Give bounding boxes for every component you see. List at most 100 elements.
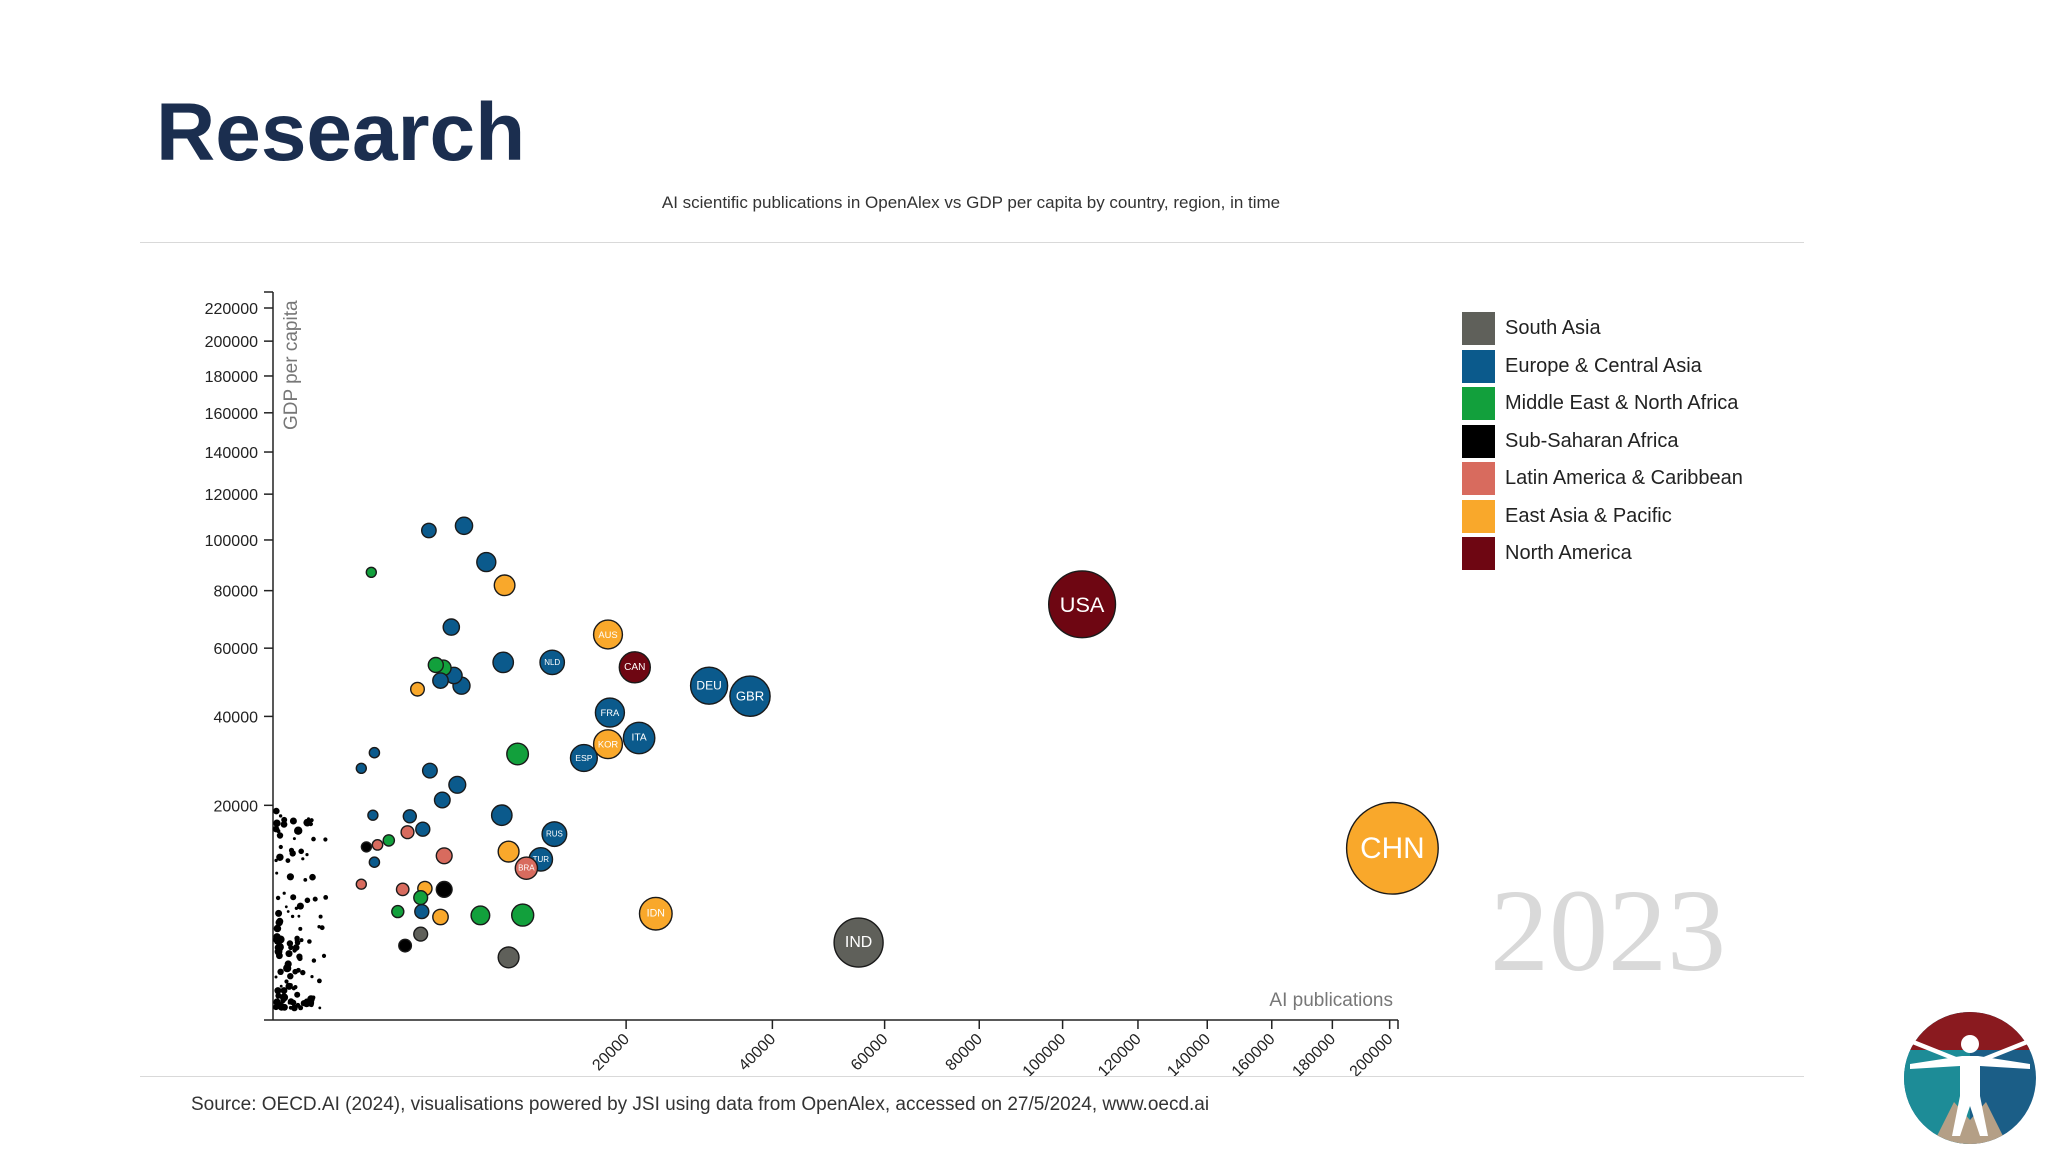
bubble[interactable] (497, 840, 520, 863)
bubble-label: KOR (598, 739, 619, 750)
y-tick-label: 160000 (205, 406, 258, 423)
minor-country-dot (287, 973, 294, 980)
bubble[interactable] (398, 938, 413, 953)
legend-item-ssa[interactable]: Sub-Saharan Africa (1462, 423, 1743, 461)
bubble-label: TUR (533, 855, 550, 864)
bubble[interactable] (432, 672, 449, 689)
x-tick-label: 200000 (1347, 1031, 1397, 1081)
minor-country-dot (284, 905, 288, 909)
bubble[interactable] (511, 903, 535, 927)
legend-item-nam[interactable]: North America (1462, 535, 1743, 573)
bubble[interactable] (355, 762, 367, 774)
bubble-deu[interactable] (689, 666, 729, 705)
bubble-label: AUS (598, 629, 617, 640)
minor-country-dot (290, 914, 295, 919)
x-tick-label: 140000 (1164, 1031, 1214, 1081)
bubble[interactable] (421, 762, 438, 779)
bubble-idn[interactable] (638, 896, 673, 931)
minor-country-dot (305, 853, 309, 857)
minor-country-dot (285, 950, 293, 958)
x-axis-label: AI publications (1269, 990, 1393, 1011)
minor-country-dot (304, 897, 311, 904)
year-label: 2023 (1490, 865, 1726, 996)
bubble[interactable] (476, 551, 497, 573)
bubble[interactable] (497, 946, 520, 969)
bubble-can[interactable] (618, 651, 651, 684)
bubble[interactable] (368, 856, 381, 869)
bubble[interactable] (355, 878, 367, 890)
legend-item-mna[interactable]: Middle East & North Africa (1462, 385, 1743, 423)
legend-item-lac[interactable]: Latin America & Caribbean (1462, 460, 1743, 498)
minor-country-dot (276, 853, 284, 861)
page-title: Research (156, 87, 526, 178)
x-tick-label: 20000 (589, 1031, 633, 1075)
legend-item-sas[interactable]: South Asia (1462, 310, 1743, 348)
bubble[interactable] (360, 841, 373, 853)
bubble[interactable] (442, 618, 461, 636)
y-tick-label: 220000 (205, 301, 258, 318)
minor-country-dot (279, 984, 283, 988)
legend-item-eap[interactable]: East Asia & Pacific (1462, 498, 1743, 536)
bubble[interactable] (400, 825, 415, 840)
bubble[interactable] (410, 681, 426, 697)
minor-country-dot (321, 953, 327, 959)
x-tick-label: 120000 (1095, 1031, 1145, 1081)
bubble[interactable] (448, 775, 467, 794)
bubble[interactable] (433, 791, 451, 809)
bubble[interactable] (490, 804, 513, 827)
bubble[interactable] (382, 834, 396, 847)
minor-country-dot (273, 819, 281, 827)
bubble-label: ESP (575, 753, 593, 763)
legend-label: Europe & Central Asia (1505, 354, 1702, 377)
bubble[interactable] (365, 566, 377, 578)
bubble[interactable] (432, 908, 449, 926)
bubble[interactable] (413, 926, 429, 942)
bubble-chn[interactable] (1345, 801, 1439, 895)
bubble[interactable] (435, 847, 453, 865)
minor-country-dot (278, 844, 283, 850)
bubble[interactable] (368, 746, 381, 759)
minor-country-dot (276, 952, 283, 960)
bubble[interactable] (413, 889, 429, 906)
minor-country-dot (299, 938, 304, 943)
bubble[interactable] (454, 516, 474, 536)
bubble-ita[interactable] (622, 721, 656, 755)
minor-country-dot (294, 939, 301, 946)
bubble[interactable] (391, 904, 405, 919)
bubble[interactable] (470, 905, 491, 926)
y-axis-label: GDP per capita (281, 300, 302, 430)
bubble-kor[interactable] (592, 729, 624, 760)
minor-country-dot (298, 848, 305, 855)
bubble[interactable] (402, 809, 417, 824)
bubble[interactable] (492, 651, 515, 674)
bubble-fra[interactable] (594, 697, 626, 728)
minor-country-dot (284, 979, 289, 984)
bubble[interactable] (427, 656, 444, 674)
bubble-label: CHN (1360, 832, 1425, 865)
bubble-gbr[interactable] (729, 675, 771, 718)
bubble-usa[interactable] (1047, 570, 1117, 639)
bubble-aus[interactable] (592, 619, 624, 650)
bubble-nld[interactable] (539, 649, 566, 676)
bubble[interactable] (371, 839, 384, 851)
bubble[interactable] (435, 880, 453, 899)
minor-country-dot (282, 891, 286, 895)
bubble[interactable] (415, 821, 431, 837)
bubble-ind[interactable] (833, 917, 884, 968)
bubble-rus[interactable] (541, 821, 568, 848)
minor-country-dot (317, 978, 322, 984)
bubble[interactable] (414, 903, 430, 920)
bubble-esp[interactable] (569, 743, 598, 773)
bubble-label: RUS (546, 830, 563, 839)
minor-country-dot (273, 807, 280, 815)
bubble[interactable] (493, 574, 516, 597)
bubble-label: USA (1060, 592, 1105, 617)
bubble[interactable] (506, 742, 530, 766)
bubble-bra[interactable] (514, 856, 539, 881)
minor-country-dot (278, 814, 283, 818)
legend-item-eca[interactable]: Europe & Central Asia (1462, 348, 1743, 386)
bubble[interactable] (395, 882, 410, 897)
bubble[interactable] (367, 809, 379, 821)
legend-label: East Asia & Pacific (1505, 504, 1672, 527)
bubble[interactable] (420, 522, 437, 539)
